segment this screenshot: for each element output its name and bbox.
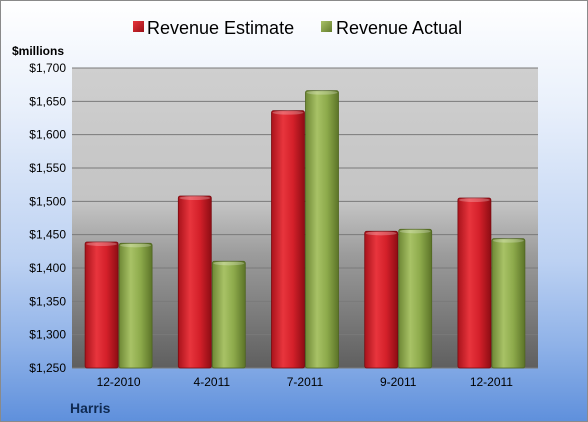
legend: Revenue Estimate Revenue Actual bbox=[133, 18, 462, 38]
bar-estimate-12-2010 bbox=[84, 241, 119, 369]
x-tick-label: 4-2011 bbox=[194, 375, 231, 389]
bar-highlight bbox=[306, 90, 338, 95]
bar-estimate-12-2011 bbox=[457, 197, 492, 369]
y-tick-labels: $1,250 $1,300 $1,350 $1,400 $1,450 $1,500 $1,5… bbox=[29, 61, 66, 375]
x-tick-labels: 12-2010 4-2011 7-2011 9-2011 12-2011 bbox=[97, 375, 514, 389]
legend-swatch-estimate bbox=[133, 21, 144, 32]
bar-highlight bbox=[399, 229, 431, 234]
y-tick-label: $1,600 bbox=[29, 128, 66, 142]
bar-highlight bbox=[213, 261, 245, 266]
y-tick-label: $1,250 bbox=[29, 361, 66, 375]
y-tick-label: $1,300 bbox=[29, 328, 66, 342]
bar-actual-7-2011 bbox=[305, 90, 339, 369]
x-tick-label: 9-2011 bbox=[380, 375, 417, 389]
company-label: Harris bbox=[70, 400, 111, 416]
bar-estimate-7-2011 bbox=[271, 110, 305, 369]
bar-highlight bbox=[272, 110, 304, 115]
bar-highlight bbox=[365, 231, 397, 236]
bar-highlight bbox=[492, 238, 524, 243]
bar-highlight bbox=[120, 243, 152, 248]
y-tick-label: $1,450 bbox=[29, 228, 66, 242]
bar-actual-12-2010 bbox=[118, 242, 153, 369]
legend-swatch-actual bbox=[321, 21, 332, 32]
bar-actual-12-2011 bbox=[491, 238, 526, 369]
x-tick-label: 7-2011 bbox=[287, 375, 324, 389]
y-tick-label: $1,650 bbox=[29, 94, 66, 108]
y-tick-label: $1,400 bbox=[29, 261, 66, 275]
y-tick-label: $1,350 bbox=[29, 294, 66, 308]
y-axis-label: $millions bbox=[12, 44, 64, 58]
bars-group bbox=[84, 90, 526, 369]
y-tick-label: $1,700 bbox=[29, 61, 66, 75]
bar-estimate-9-2011 bbox=[364, 230, 399, 369]
bar-highlight bbox=[458, 198, 490, 202]
y-tick-label: $1,500 bbox=[29, 194, 66, 208]
y-tick-label: $1,550 bbox=[29, 161, 66, 175]
bar-estimate-4-2011 bbox=[177, 195, 212, 369]
bar-actual-9-2011 bbox=[398, 228, 433, 369]
bar-highlight bbox=[86, 242, 118, 246]
x-tick-label: 12-2010 bbox=[97, 375, 141, 389]
legend-label-estimate: Revenue Estimate bbox=[147, 18, 294, 38]
bar-highlight bbox=[179, 196, 211, 200]
x-tick-label: 12-2011 bbox=[470, 375, 513, 389]
legend-label-actual: Revenue Actual bbox=[336, 18, 462, 38]
bar-actual-4-2011 bbox=[211, 260, 246, 369]
